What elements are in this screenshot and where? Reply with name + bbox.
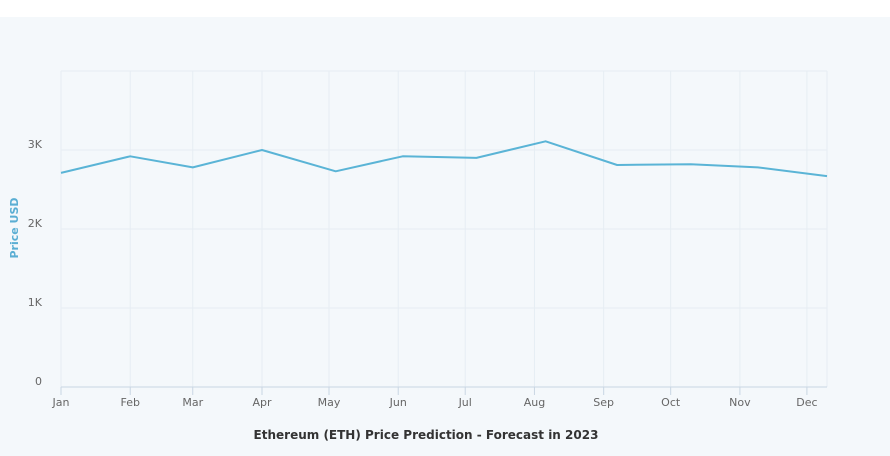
y-tick-label: 1K xyxy=(28,296,43,309)
x-tick-label: Jul xyxy=(458,396,472,409)
chart-title: Ethereum (ETH) Price Prediction - Foreca… xyxy=(254,428,599,442)
x-tick-label: Feb xyxy=(120,396,139,409)
x-tick-label: May xyxy=(318,396,341,409)
x-tick-label: Sep xyxy=(593,396,614,409)
x-tick-label: Mar xyxy=(182,396,203,409)
y-axis-ticks: 0 1K 2K 3K xyxy=(28,138,43,388)
x-tick-label: Jun xyxy=(389,396,407,409)
x-tick-label: Nov xyxy=(729,396,751,409)
y-tick-label: 2K xyxy=(28,217,43,230)
x-tick-label: Oct xyxy=(661,396,681,409)
price-series-line xyxy=(60,140,828,178)
x-tick-label: Aug xyxy=(524,396,545,409)
x-tick-label: Dec xyxy=(796,396,817,409)
chart-panel xyxy=(0,17,890,456)
y-tick-label: 0 xyxy=(35,375,42,388)
y-axis-label: Price USD xyxy=(8,197,21,258)
grid xyxy=(60,70,828,387)
y-tick-label: 3K xyxy=(28,138,43,151)
x-tick-label: Jan xyxy=(52,396,70,409)
x-axis-ticks: Jan Feb Mar Apr May Jun Jul Aug Sep Oct Nov Dec xyxy=(52,387,818,409)
x-tick-label: Apr xyxy=(252,396,272,409)
